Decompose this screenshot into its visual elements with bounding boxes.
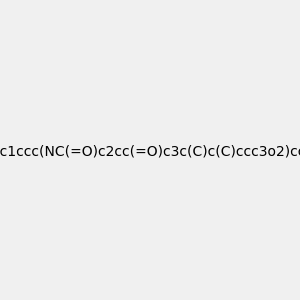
Text: COc1ccc(NC(=O)c2cc(=O)c3c(C)c(C)ccc3o2)cc1Cl: COc1ccc(NC(=O)c2cc(=O)c3c(C)c(C)ccc3o2)c… [0, 145, 300, 158]
